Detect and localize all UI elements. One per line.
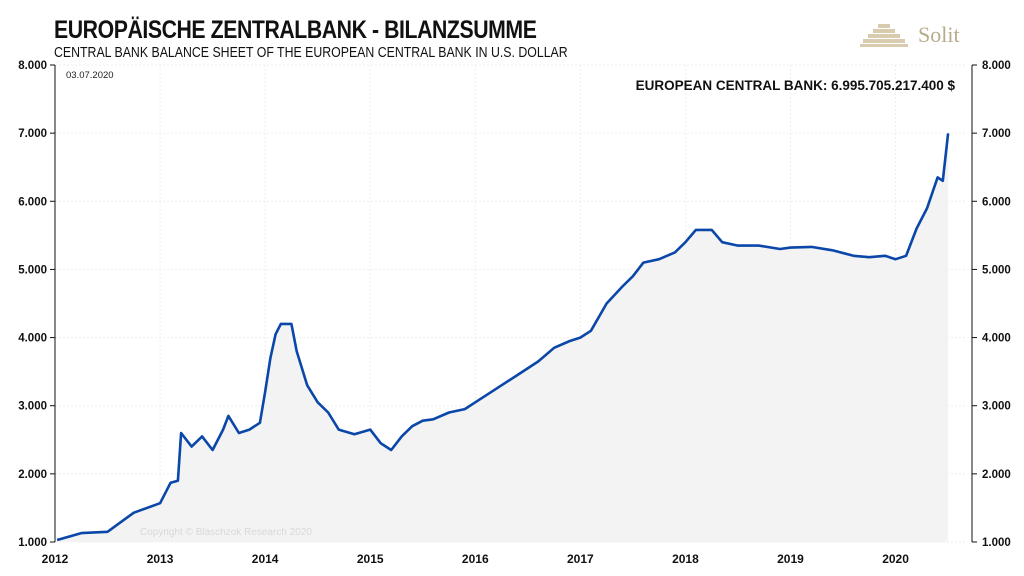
y-tick-label-right: 2.000 [982,469,1011,481]
chart-subtitle: CENTRAL BANK BALANCE SHEET OF THE EUROPE… [54,45,568,61]
pyramid-icon [860,24,908,47]
x-tick-label: 2015 [357,552,384,566]
watermark: Copyright © Blaschzok Research 2020 [140,527,312,538]
date-label: 03.07.2020 [66,70,114,81]
y-tick-label: 2.000 [18,469,47,481]
y-tick-label: 6.000 [18,196,47,208]
y-tick-label: 1.000 [18,537,47,549]
y-tick-label: 7.000 [18,128,47,140]
y-tick-label-right: 3.000 [982,401,1011,413]
x-tick-label: 2016 [462,552,489,566]
y-tick-label: 3.000 [18,401,47,413]
solit-logo: Solit [860,22,960,48]
x-tick-label: 2020 [882,552,909,566]
logo-text: Solit [918,22,960,47]
x-tick-label: 2017 [567,552,594,566]
y-tick-label-right: 1.000 [982,537,1011,549]
y-tick-label-right: 8.000 [982,60,1011,72]
x-tick-label: 2018 [672,552,699,566]
series-line [56,133,950,542]
y-tick-label-right: 6.000 [982,196,1011,208]
chart-title: EUROPÄISCHE ZENTRALBANK - BILANZSUMME [54,16,537,44]
y-tick-label-right: 4.000 [982,333,1011,345]
y-tick-label: 4.000 [18,333,47,345]
area-fill [57,133,949,542]
x-tick-label: 2012 [42,552,69,566]
x-tick-label: 2014 [252,552,279,566]
value-annotation: EUROPEAN CENTRAL BANK: 6.995.705.217.400… [636,78,956,93]
y-tick-label: 5.000 [18,264,47,276]
x-tick-label: 2019 [777,552,804,566]
y-tick-label-right: 7.000 [982,128,1011,140]
y-tick-label-right: 5.000 [982,264,1011,276]
x-tick-label: 2013 [147,552,174,566]
y-tick-label: 8.000 [18,60,47,72]
